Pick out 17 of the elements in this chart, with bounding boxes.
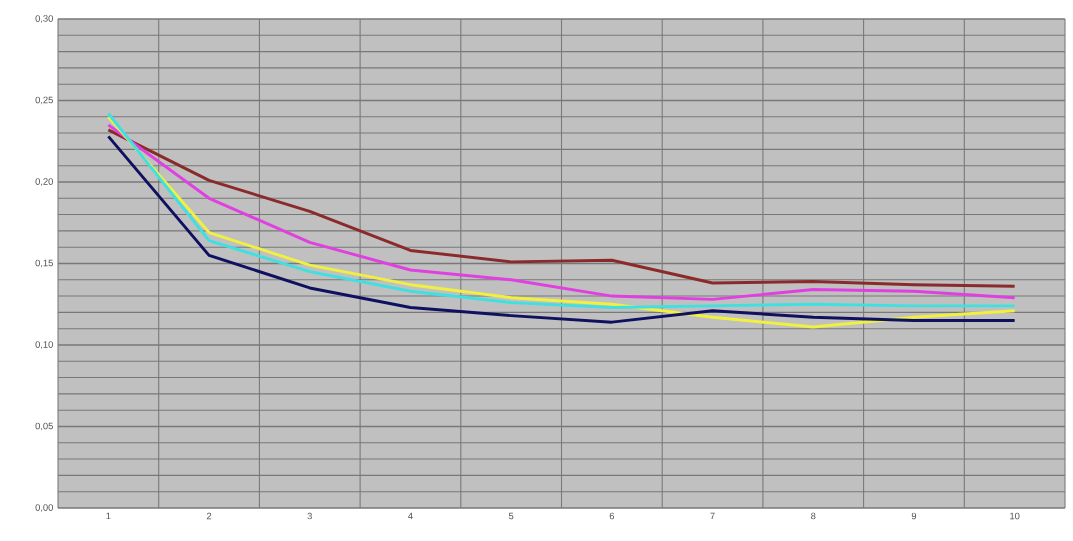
x-tick-label: 7 bbox=[710, 512, 715, 520]
x-tick-label: 5 bbox=[508, 512, 514, 520]
x-tick-label: 1 bbox=[106, 512, 111, 520]
x-tick-label: 10 bbox=[1010, 512, 1020, 520]
y-tick-label: 0,10 bbox=[35, 341, 53, 349]
x-tick-label: 8 bbox=[811, 512, 816, 520]
y-tick-label: 0,15 bbox=[35, 259, 53, 268]
y-tick-label: 0,00 bbox=[35, 504, 53, 512]
x-tick-label: 9 bbox=[911, 512, 917, 520]
x-tick-label: 4 bbox=[408, 512, 413, 520]
y-tick-label: 0,05 bbox=[35, 422, 53, 431]
y-tick-label: 0,30 bbox=[35, 15, 53, 23]
y-tick-label: 0,25 bbox=[35, 96, 53, 105]
x-tick-label: 6 bbox=[609, 512, 615, 520]
x-tick-label: 3 bbox=[307, 512, 312, 520]
y-tick-label: 0,20 bbox=[35, 178, 53, 186]
x-tick-label: 2 bbox=[206, 512, 212, 520]
